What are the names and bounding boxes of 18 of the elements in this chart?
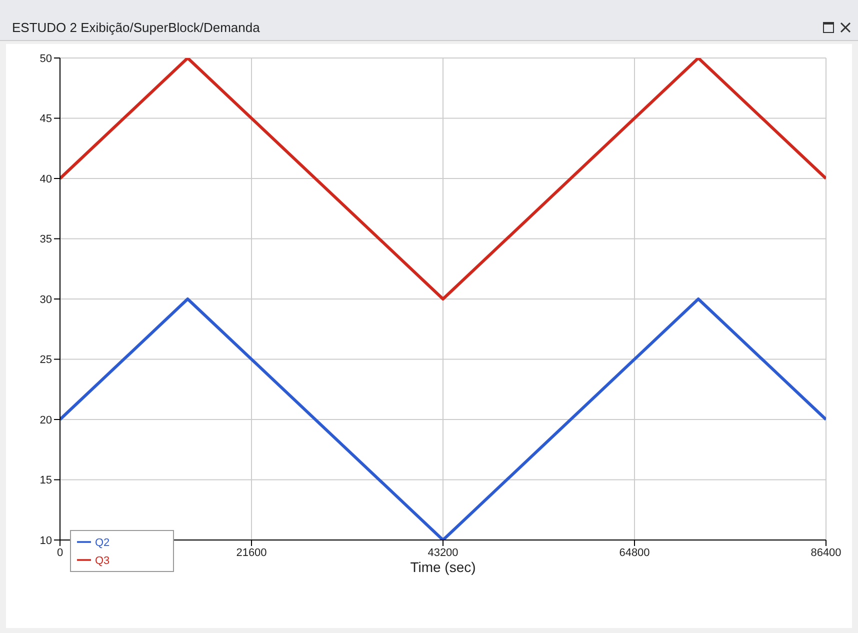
y-tick-label: 15	[40, 474, 52, 487]
y-tick-label: 40	[40, 173, 52, 186]
x-tick-label: 86400	[810, 546, 842, 559]
x-tick-label: 0	[56, 546, 64, 559]
y-tick-label: 35	[40, 234, 52, 246]
x-tick-label: 21600	[236, 546, 267, 559]
y-tick-label: 50	[40, 52, 52, 65]
y-tick-label: 45	[40, 113, 52, 126]
x-tick-label: 64800	[619, 546, 650, 559]
y-tick-label: 10	[40, 534, 52, 547]
legend-label: Q2	[95, 537, 110, 549]
y-tick-label: 20	[40, 414, 52, 426]
x-axis-title: Time (sec)	[410, 559, 476, 575]
legend-label: Q3	[95, 555, 110, 567]
x-tick-label: 43200	[428, 546, 458, 559]
y-tick-label: 30	[40, 294, 52, 306]
chart-title: ESTUDO 2 Exibição/SuperBlock/Demanda	[12, 20, 260, 35]
y-tick-label: 25	[40, 354, 52, 366]
